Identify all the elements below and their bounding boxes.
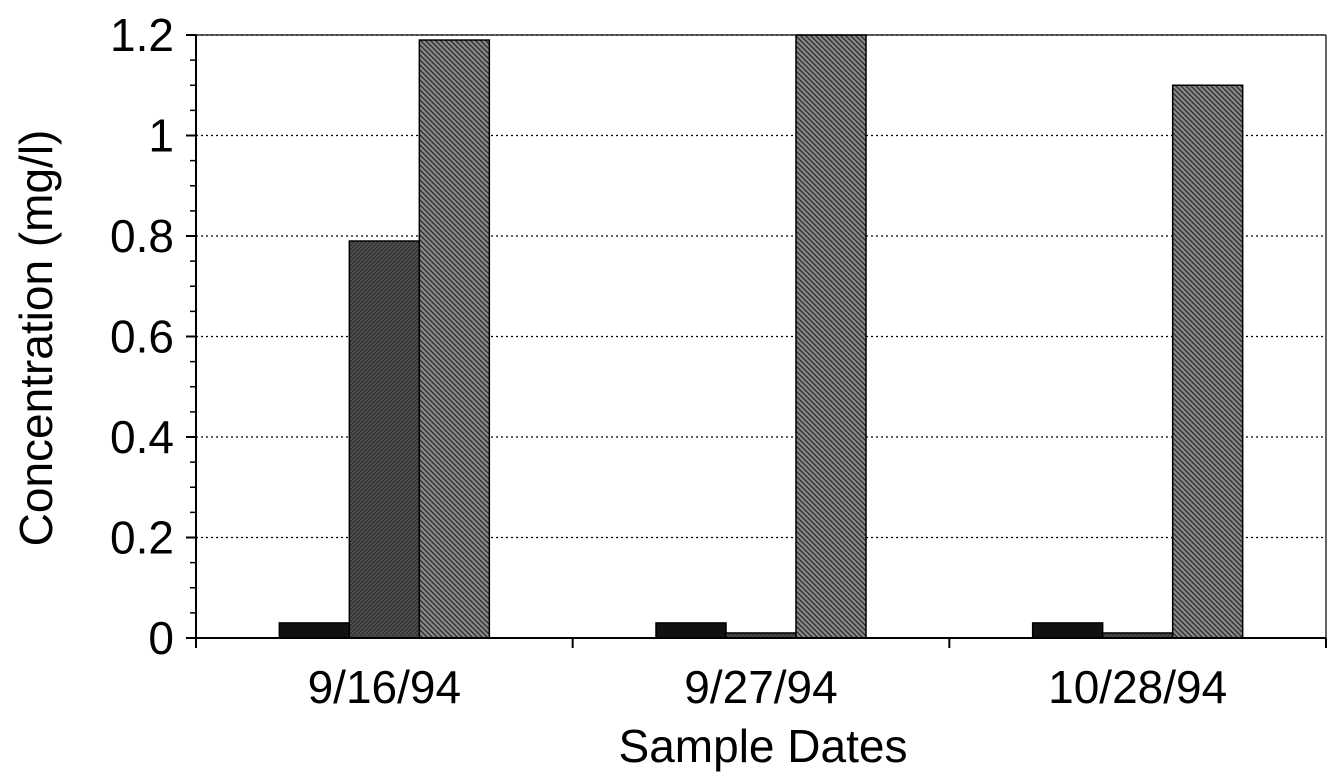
y-tick-label: 0.6 — [110, 311, 174, 363]
y-tick-label: 0.8 — [110, 210, 174, 262]
axes — [186, 34, 1327, 648]
y-tick-label: 0.2 — [110, 512, 174, 564]
y-tick-label: 1.2 — [110, 9, 174, 61]
x-tick-label: 9/27/94 — [684, 661, 837, 713]
x-tick-label: 9/16/94 — [308, 661, 461, 713]
x-axis-title: Sample Dates — [619, 720, 908, 772]
bars — [278, 34, 1244, 639]
y-axis-title: Concentration (mg/l) — [10, 130, 62, 547]
bar-2-0 — [348, 240, 421, 639]
y-tick-label: 1 — [148, 110, 174, 162]
x-tick-label: 10/28/94 — [1048, 661, 1227, 713]
bar-1-0 — [278, 622, 351, 639]
bar-1-1 — [655, 622, 727, 639]
bar-3-1 — [795, 34, 867, 639]
y-tick-labels: 0 0.2 0.4 0.6 0.8 1 1.2 — [110, 9, 174, 664]
bar-3-2 — [1171, 84, 1244, 639]
y-tick-label: 0.4 — [110, 411, 174, 463]
y-tick-label: 0 — [148, 612, 174, 664]
x-tick-labels: 9/16/94 9/27/94 10/28/94 — [308, 661, 1228, 713]
bar-3-0 — [418, 39, 491, 639]
bar-1-2 — [1031, 622, 1104, 639]
